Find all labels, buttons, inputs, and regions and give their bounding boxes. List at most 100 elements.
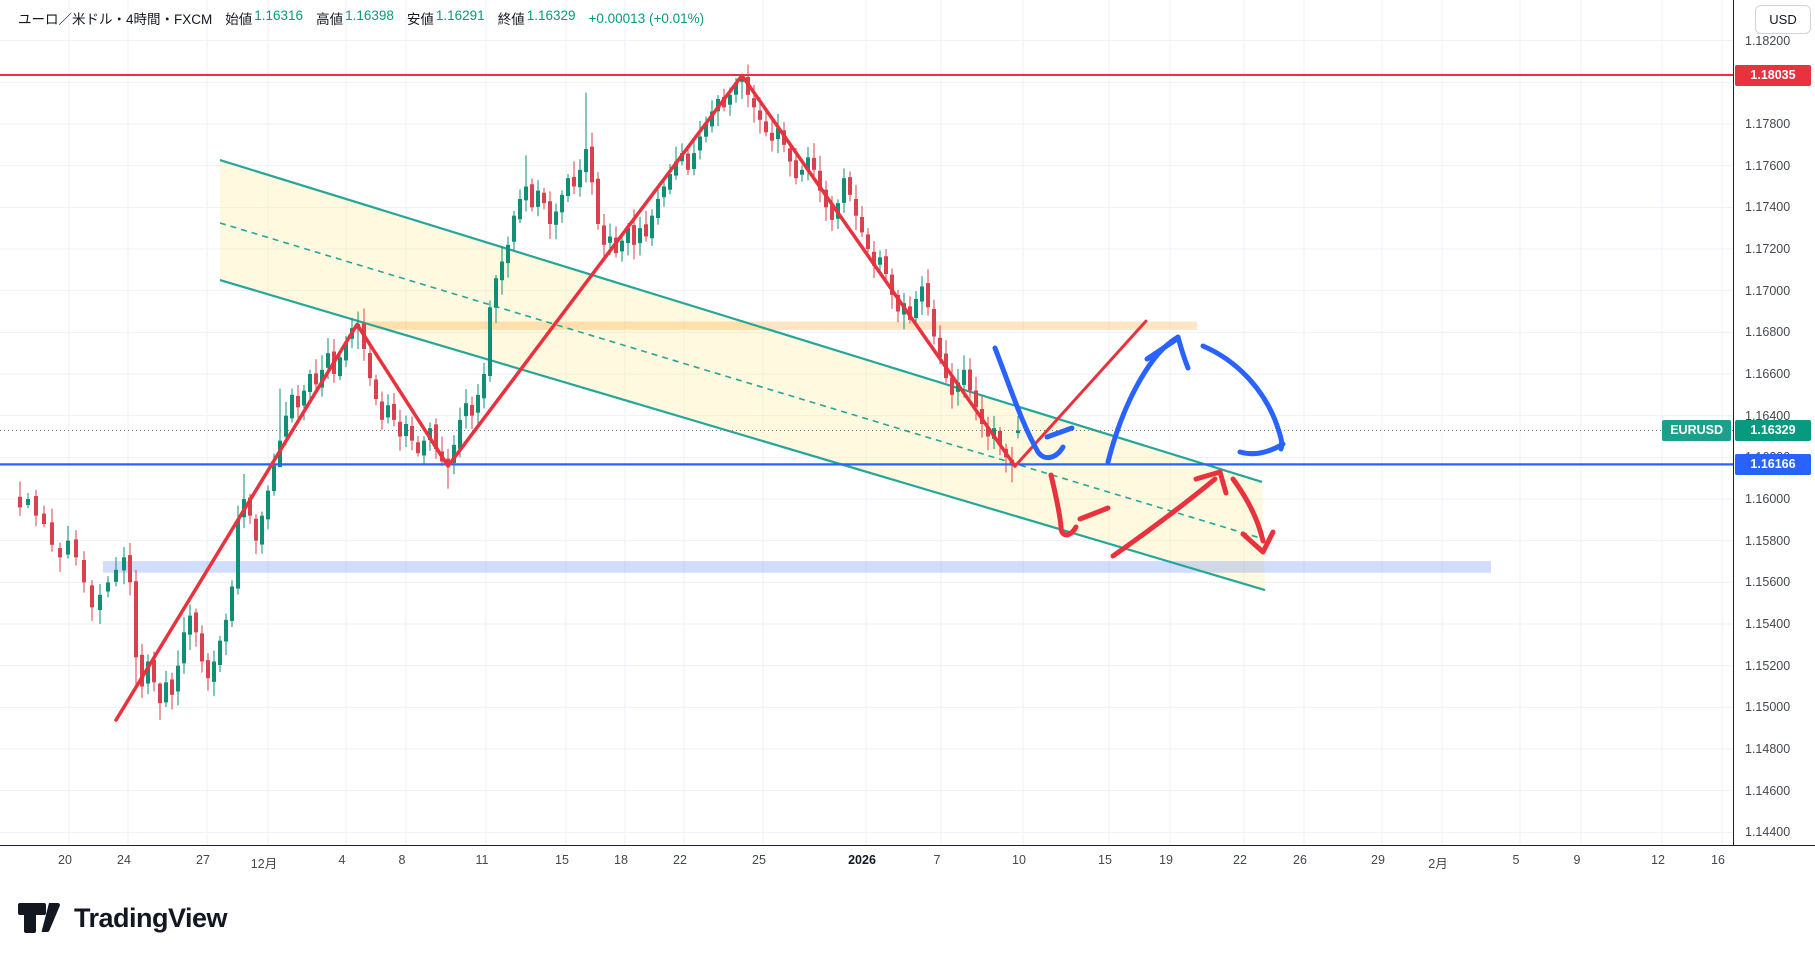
candle-body [176,665,180,692]
support-price-label: 1.16166 [1735,453,1811,475]
time-tick-label: 27 [196,853,210,867]
candle-body [812,157,816,170]
candle-body [920,286,924,302]
candle-body [90,585,94,608]
price-tick-label: 1.17400 [1745,200,1791,215]
candle-body [18,496,22,508]
candle-body [914,298,918,319]
candle-body [794,160,798,179]
candle-body [218,640,222,666]
red-scenario-arrow-3 [1048,472,1079,538]
candle-body [800,169,804,175]
price-tick-label: 1.15400 [1745,616,1791,631]
symbol-badge: EURUSD [1662,419,1731,441]
time-tick-label: 18 [614,853,628,867]
chart-legend[interactable]: ユーロ／米ドル・4時間・FXCM 始値 1.16316 高値 1.16398 安値 1… [18,8,704,28]
candle-body [752,98,756,108]
blue-scenario-arrow-2 [1200,343,1285,452]
candle-body [74,539,78,558]
candle-body [422,440,426,456]
candle-body [578,169,582,188]
candle-body [644,224,648,237]
candle-body [776,128,780,140]
time-tick-label: 10 [1012,853,1026,867]
channel-upper-line [219,158,1263,483]
candle-body [788,148,792,162]
candle-body [34,496,38,516]
candle-body [428,428,432,441]
candle-body [404,423,408,437]
candle-body [878,257,882,265]
candle-body [764,121,768,133]
time-tick-label: 12 [1651,853,1665,867]
candle-body [392,403,396,420]
candle-body [284,415,288,437]
candle-body [58,548,62,558]
candle-body [596,178,600,224]
channel-middle-line [219,222,1261,539]
candle-body [698,136,702,151]
projection-line [1013,319,1148,468]
candle-body [308,373,312,392]
candle-body [416,442,420,454]
candle-body [986,427,990,437]
price-tick-label: 1.16400 [1745,408,1791,423]
candle-body [866,234,870,249]
price-tick-label: 1.14600 [1745,783,1791,798]
candle-body [368,353,372,379]
candle-body [692,153,696,170]
candle-body [26,498,30,505]
high-value: 高値 1.16398 [316,8,394,27]
tradingview-wordmark: TradingView [74,902,228,933]
candle-body [266,490,270,520]
candle-body [134,581,138,658]
candle-body [482,373,486,399]
open-value: 始値 1.16316 [225,8,304,27]
time-tick-label: 2月 [1428,857,1448,871]
candle-body [626,228,630,244]
candle-body [98,594,102,611]
candle-body [974,390,978,408]
candle-body [296,395,300,408]
candle-body [314,373,318,385]
blue-scenario-arrow-0 [992,345,1066,461]
candle-body [140,654,144,687]
supply-zone-band [357,321,1197,330]
time-axis[interactable]: 20 24 27 12月 4 8 11 15 18 22 25 2026 7 10 15 19 22 26 29 2月… [0,846,1815,880]
candle-body [770,132,774,141]
candle-body [152,659,156,683]
candle-body [66,540,70,555]
candle-body [446,458,450,466]
channel-fill [220,160,1265,591]
candle-body [224,619,228,642]
candle-body [938,337,942,358]
candle-body [206,660,210,679]
candle-body [506,244,510,264]
red-scenario-arrow-3 [1077,505,1111,522]
time-tick-label: 15 [1098,853,1112,867]
candle-body [248,497,252,516]
candle-body [656,198,660,219]
candle-body [968,369,972,391]
candle-body [542,192,546,204]
candle-body [674,161,678,176]
price-tick-label: 1.16000 [1745,491,1791,506]
candle-body [1016,430,1020,434]
candle-body [212,661,216,682]
tradingview-logo[interactable]: TradingView [16,901,228,935]
candle-body [686,153,690,170]
candle-body [740,76,744,82]
time-tick-label: 11 [475,853,489,867]
last-price-label: EURUSD [1662,419,1731,441]
price-tick-label: 1.15200 [1745,658,1791,673]
candle-body [710,111,714,127]
chart-canvas[interactable] [0,0,1733,845]
candle-body [638,228,642,244]
candle-body [128,555,132,583]
currency-toggle-button[interactable]: USD [1755,5,1811,34]
candle-body [860,216,864,233]
candle-body [410,426,414,441]
price-axis-border [1733,0,1734,845]
candle-body [932,308,936,337]
blue-scenario-arrow-1 [1175,334,1191,371]
